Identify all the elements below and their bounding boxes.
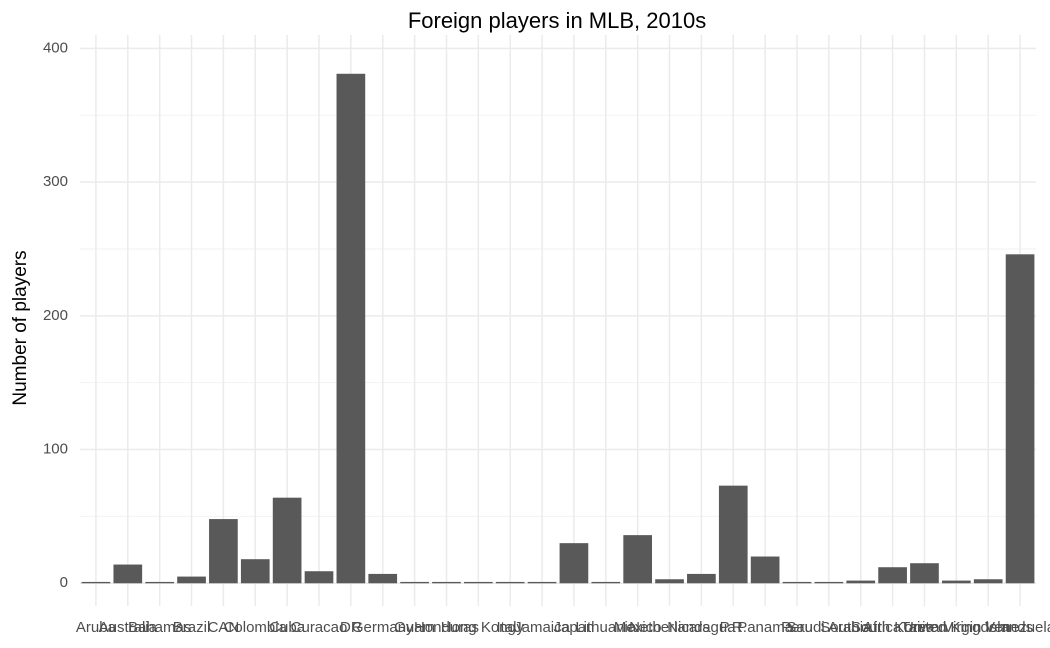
- bar: [941, 580, 971, 584]
- x-tick-label: DR: [340, 619, 362, 636]
- bar: [336, 73, 366, 584]
- bar: [846, 580, 876, 584]
- bar: [814, 581, 844, 584]
- x-tick-label: Hong Kong: [441, 619, 516, 636]
- x-tick-label: Germany: [352, 619, 414, 636]
- bar: [272, 497, 302, 584]
- y-tick-label: 400: [43, 39, 68, 56]
- y-tick-label: 0: [60, 574, 68, 591]
- y-tick-label: 200: [43, 307, 68, 324]
- x-tick-label: Aruba: [76, 619, 117, 636]
- y-axis-label: Number of players: [10, 250, 31, 405]
- x-tick-label: Jamaica: [514, 619, 571, 636]
- bar: [718, 485, 748, 584]
- bar: [240, 559, 270, 584]
- x-tick-label: Venezuela: [985, 619, 1050, 636]
- bar: [687, 573, 716, 584]
- bar: [495, 581, 525, 584]
- y-tick-label: 100: [43, 441, 68, 458]
- bar: [878, 567, 907, 584]
- x-tick-label: P.R.: [720, 619, 747, 636]
- x-tick-label: Colombia: [224, 619, 288, 636]
- x-tick-label: Italy: [496, 619, 524, 636]
- x-tick-label: Taiwan: [901, 619, 948, 636]
- bar: [750, 556, 780, 584]
- bar: [432, 581, 461, 584]
- x-tick-label: Guam: [394, 619, 435, 636]
- x-tick-label: Honduras: [414, 619, 479, 636]
- x-tick-label: Curacao: [291, 619, 348, 636]
- bar: [1005, 254, 1035, 584]
- bar: [527, 581, 557, 584]
- x-tick-label: Virgin Islands: [943, 619, 1033, 636]
- x-tick-label: Australia: [99, 619, 158, 636]
- x-tick-label: Bahamas: [128, 619, 191, 636]
- x-tick-label: Panama: [737, 619, 794, 636]
- x-tick-label: Mexico: [614, 619, 662, 636]
- x-tick-label: United Kingdom: [903, 619, 1010, 636]
- bar: [177, 576, 206, 584]
- x-tick-label: Nicaragua: [667, 619, 736, 636]
- bar: [559, 543, 589, 584]
- x-tick-label: Netherlands: [629, 619, 710, 636]
- bar: [782, 581, 812, 584]
- chart-title: Foreign players in MLB, 2010s: [408, 8, 706, 33]
- bar: [368, 573, 398, 584]
- x-tick-label: Brazil: [173, 619, 211, 636]
- bar: [209, 519, 238, 584]
- bar: [400, 581, 429, 584]
- bar: [591, 581, 621, 584]
- x-tick-label: CAN: [208, 619, 240, 636]
- x-tick-label: Cuba: [269, 619, 306, 636]
- bar: [113, 564, 143, 584]
- x-tick-label: Peru: [781, 619, 813, 636]
- bar: [145, 581, 175, 584]
- bar: [463, 581, 493, 584]
- bar: [623, 535, 653, 584]
- x-tick-label: Lithuania: [575, 619, 637, 636]
- bar: [910, 563, 939, 584]
- bar: [304, 571, 334, 584]
- x-tick-label: Saudi Arabia: [786, 619, 872, 636]
- bar: [973, 579, 1003, 584]
- x-tick-label: South Korea: [851, 619, 935, 636]
- x-tick-label: Japan: [553, 619, 594, 636]
- y-tick-label: 300: [43, 173, 68, 190]
- x-tick-label: South Africa: [820, 619, 902, 636]
- bar: [81, 581, 111, 584]
- bar: [655, 579, 684, 584]
